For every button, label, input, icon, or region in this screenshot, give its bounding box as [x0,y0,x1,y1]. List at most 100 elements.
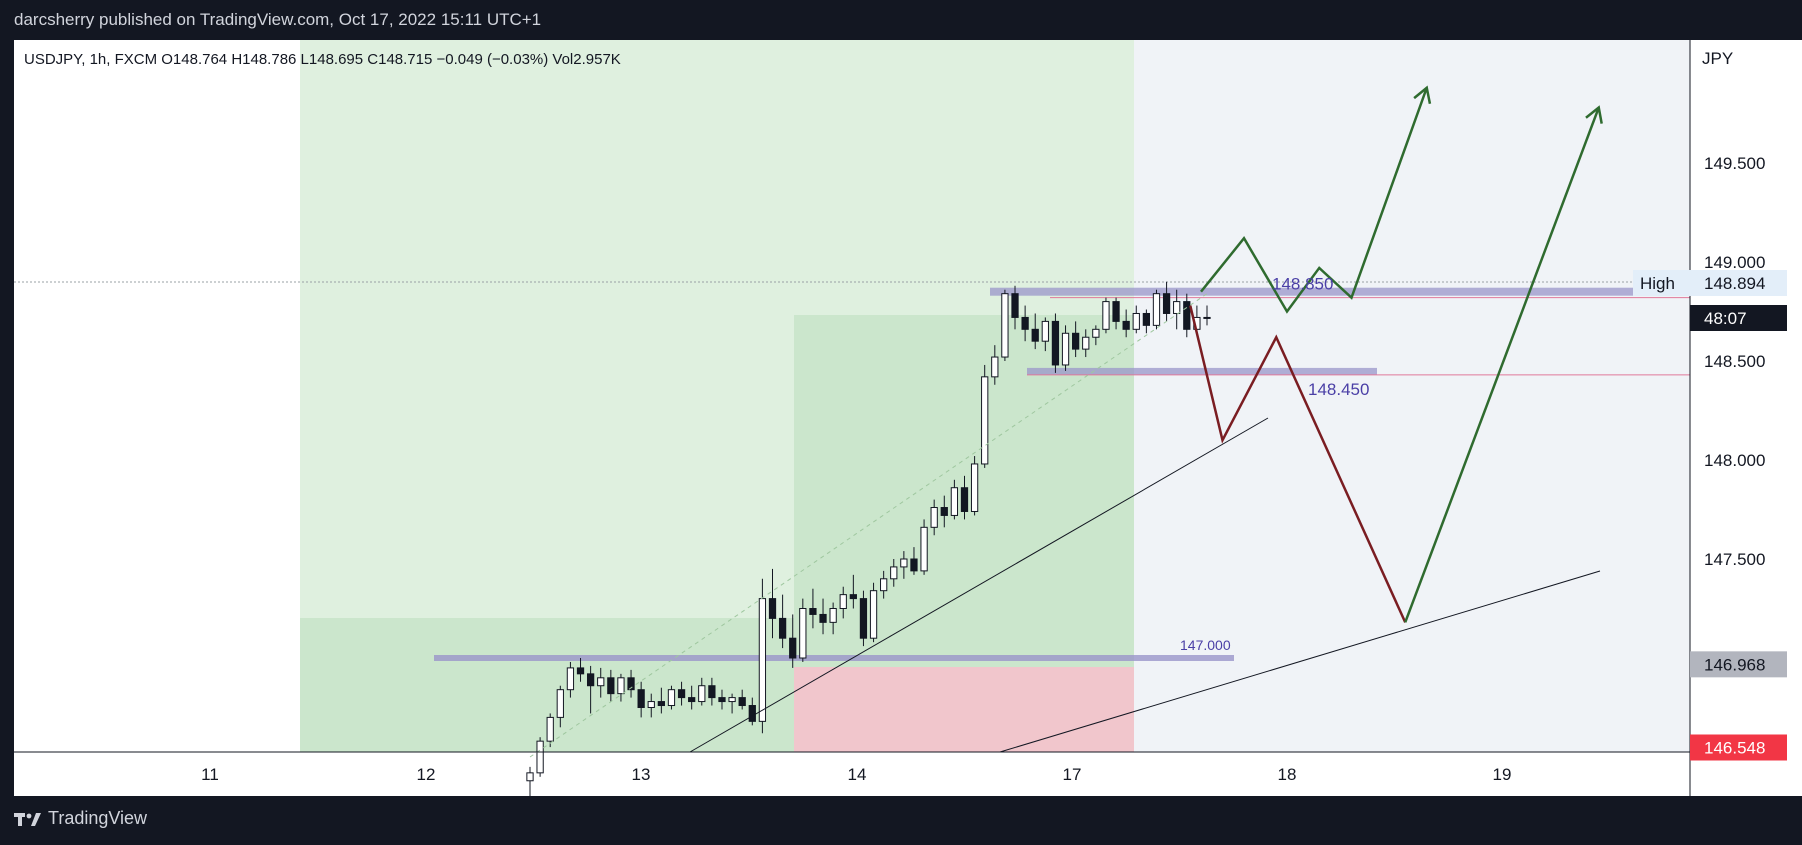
candle-body [718,697,726,703]
price-tag-bg [1690,651,1787,678]
candle [728,693,736,714]
candle [576,658,585,682]
candle-body [991,356,999,378]
chart-legend: USDJPY, 1h, FXCM O148.764 H148.786 L148.… [24,51,621,68]
candle-body [1132,312,1140,330]
level-labels: 148.850 148.450 147.000 [1180,275,1369,653]
candle [1152,289,1161,330]
candle-body [1041,320,1049,342]
time-tick-label: 17 [1063,765,1082,784]
level-label-148850: 148.850 [1272,275,1333,294]
candle [768,568,777,639]
candle [960,475,969,520]
candle [657,687,665,714]
candle-body [576,667,585,675]
candle-body [869,590,878,639]
candle-body [617,677,625,695]
time-axis-ticks: 11 12 13 14 17 18 19 [201,765,1511,784]
candle [708,677,716,706]
candle [647,693,655,718]
publisher-header: darcsherry published on TradingView.com,… [0,0,1802,40]
candle-body [1092,328,1100,338]
candle [1162,281,1171,322]
candle [869,582,878,643]
candle-body [667,689,676,707]
second-bullish-arrowhead [1585,105,1603,124]
candle [1203,305,1211,326]
candle [829,602,837,635]
candle [627,669,635,698]
candle [1142,309,1151,334]
candle-body [789,637,797,659]
candle-body [607,677,615,695]
candle-body [829,608,837,623]
candle [556,685,564,728]
footer-bar [0,796,1802,845]
candle [688,685,696,710]
candle [1061,325,1070,371]
sl-zone [794,667,1134,752]
candle [981,364,989,468]
second-bullish-projection [1404,107,1600,623]
price-tick-label: 148.500 [1704,352,1765,371]
price-axis-ticks: 149.500 149.000 148.500 148.000 147.500 [1704,154,1765,569]
candle [1082,329,1090,358]
tradingview-icon [14,812,41,826]
candle-body [768,598,777,619]
candle-body [708,685,716,699]
candle [586,665,595,714]
candle-body [1001,293,1009,358]
candle [677,681,686,706]
candle-body [566,667,575,691]
price-axis-unit: JPY [1702,49,1733,68]
candle [1031,313,1039,350]
candle-body [809,608,817,615]
candle [718,689,726,710]
candle-body [748,705,756,722]
candle-body [859,598,868,639]
candle [1183,293,1191,338]
candle-body [1152,293,1161,326]
tradingview-logo[interactable]: TradingView [14,808,147,829]
candle [546,713,554,748]
candle-body [1051,320,1060,366]
candle-body [647,701,655,708]
projections [1189,85,1603,623]
tp-zone-right [794,40,1134,315]
trendlines [689,417,1601,753]
candle [900,551,908,579]
level-zone-147000 [434,655,1234,661]
candle-body [758,598,767,722]
price-tag-label: 148.894 [1704,274,1765,293]
candle-body [698,685,706,703]
candle-body [597,677,605,687]
price-tick-label: 149.500 [1704,154,1765,173]
candle-body [1072,332,1080,350]
price-tick-label: 149.000 [1704,253,1765,272]
candle [778,594,787,649]
candle [617,673,625,702]
candle-body [1162,293,1171,314]
candle-body [1183,301,1191,330]
candle [1173,289,1181,330]
price-tick-label: 148.000 [1704,451,1765,470]
bearish-projection [1189,305,1407,623]
price-tag-bg [1690,269,1787,296]
candle [890,559,898,587]
candle [637,681,645,718]
candle-body [627,677,635,691]
candle [758,578,767,734]
price-tick-label: 147.500 [1704,550,1765,569]
trendline-2 [999,570,1601,753]
candle-body [1122,320,1130,330]
candle [1122,309,1130,338]
time-tick-label: 18 [1278,765,1297,784]
candle [950,479,959,520]
candle-body [839,594,847,610]
candle [1102,297,1110,334]
candle-body [930,507,938,528]
tradingview-brand: TradingView [48,808,148,828]
level-zone-148850 [990,287,1690,296]
trade-diagonal [529,293,1208,758]
